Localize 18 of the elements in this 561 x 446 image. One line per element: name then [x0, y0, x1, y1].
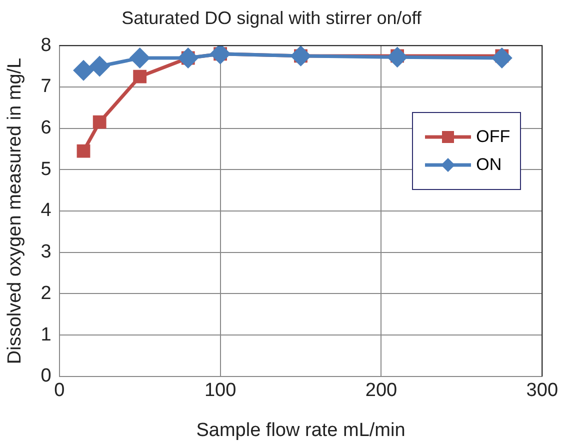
chart-title: Saturated DO signal with stirrer on/off	[122, 8, 422, 28]
x-tick-label: 100	[204, 380, 236, 402]
y-tick-label: 8	[40, 34, 52, 56]
y-tick-label: 3	[40, 242, 52, 263]
y-axis-title: Dissolved oxygen measured in mg/L	[4, 58, 26, 364]
x-tick-label: 200	[365, 380, 398, 402]
y-tick-label: 5	[40, 158, 52, 180]
legend-label: ON	[476, 154, 502, 175]
x-axis-title: Sample flow rate mL/min	[196, 420, 406, 441]
y-tick-label: 4	[40, 200, 52, 222]
y-tick-label: 1	[40, 324, 52, 346]
x-tick-label: 0	[54, 380, 65, 402]
y-tick-label: 0	[40, 366, 52, 387]
y-tick-label: 6	[40, 118, 52, 139]
y-tick-label: 2	[40, 282, 52, 304]
y-tick-label: 7	[40, 76, 52, 98]
x-tick-label: 300	[526, 380, 558, 402]
legend-label: OFF	[476, 126, 510, 147]
